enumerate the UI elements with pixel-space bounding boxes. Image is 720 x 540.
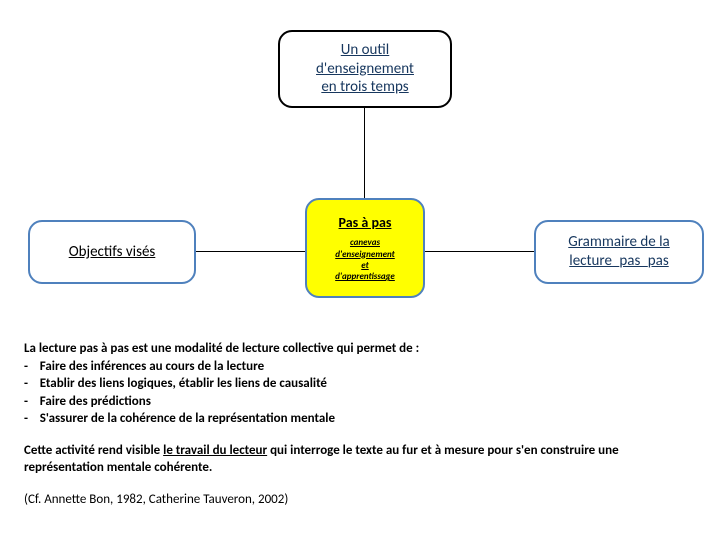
body-bullet-4: S'assurer de la cohérence de la représen… bbox=[24, 410, 696, 428]
body-p2a: Cette activité rend visible bbox=[24, 443, 163, 458]
node-center-sub3: et bbox=[361, 260, 368, 271]
body-bullet-2: Etablir des liens logiques, établir les … bbox=[24, 375, 696, 393]
node-top: Un outil d'enseignement en trois temps bbox=[278, 30, 452, 108]
node-center-sub4: d'apprentissage bbox=[335, 271, 395, 282]
node-right-line2: lecture_pas_pas bbox=[569, 252, 668, 271]
node-center-title: Pas à pas bbox=[339, 214, 392, 232]
body-ref: (Cf. Annette Bon, 1982, Catherine Tauver… bbox=[24, 491, 696, 509]
node-center: Pas à pas canevas d'enseignement et d'ap… bbox=[305, 198, 425, 298]
node-left-text: Objectifs visés bbox=[69, 243, 156, 262]
node-top-line3: en trois temps bbox=[321, 78, 408, 97]
node-right-line1: Grammaire de la bbox=[568, 233, 669, 252]
connector-top-center bbox=[364, 108, 365, 198]
body-para2: Cette activité rend visible le travail d… bbox=[24, 442, 696, 477]
node-left: Objectifs visés bbox=[28, 220, 196, 284]
connector-left-center bbox=[196, 251, 305, 252]
body-text: La lecture pas à pas est une modalité de… bbox=[24, 340, 696, 508]
node-center-sub2: d'enseignement bbox=[335, 249, 395, 260]
body-bullet-3: Faire des prédictions bbox=[24, 393, 696, 411]
node-right: Grammaire de la lecture_pas_pas bbox=[534, 220, 704, 284]
diagram-canvas: Un outil d'enseignement en trois temps O… bbox=[0, 0, 720, 540]
connector-center-right bbox=[425, 251, 534, 252]
body-intro: La lecture pas à pas est une modalité de… bbox=[24, 340, 696, 358]
body-bullet-1: Faire des inférences au cours de la lect… bbox=[24, 358, 696, 376]
node-top-line2: d'enseignement bbox=[316, 60, 414, 79]
body-p2u: le travail du lecteur bbox=[163, 443, 267, 458]
node-center-sub1: canevas bbox=[350, 237, 380, 248]
node-top-line1: Un outil bbox=[341, 41, 390, 60]
